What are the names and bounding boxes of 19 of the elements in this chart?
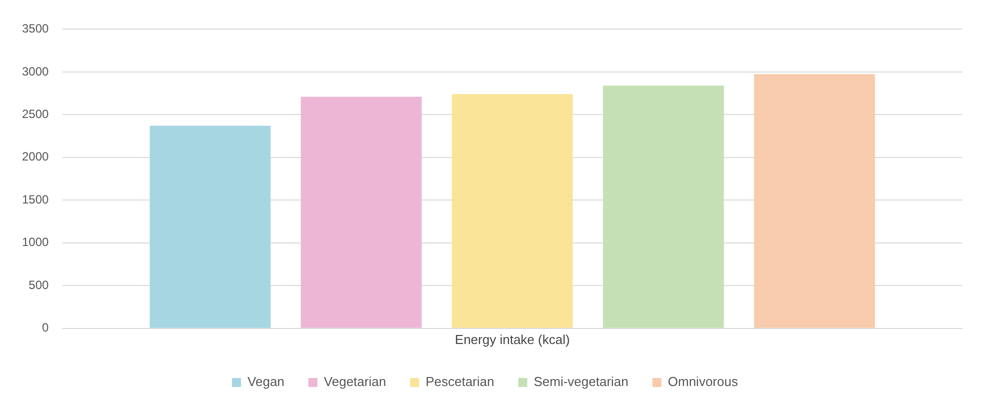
bar [452, 94, 573, 328]
bar [150, 126, 271, 328]
legend-label: Vegan [248, 374, 284, 390]
x-tick-label: Energy intake (kcal) [454, 332, 570, 347]
bar [602, 86, 724, 328]
bar [300, 96, 422, 328]
y-tick-label: 2500 [22, 107, 50, 121]
legend-label: Semi-vegetarian [534, 374, 628, 390]
bar [754, 74, 875, 328]
y-tick-label: 3500 [22, 22, 50, 36]
legend-label: Omnivorous [668, 374, 738, 390]
y-tick-label: 500 [28, 278, 50, 292]
y-tick-label: 1000 [22, 235, 50, 250]
legend-label: Vegetarian [324, 374, 386, 390]
y-tick-label: 2000 [22, 150, 50, 164]
y-tick-label: 0 [42, 320, 50, 335]
y-tick-label: 1500 [22, 192, 50, 206]
y-tick-label: 3000 [22, 64, 50, 78]
legend-label: Pescetarian [426, 374, 494, 390]
